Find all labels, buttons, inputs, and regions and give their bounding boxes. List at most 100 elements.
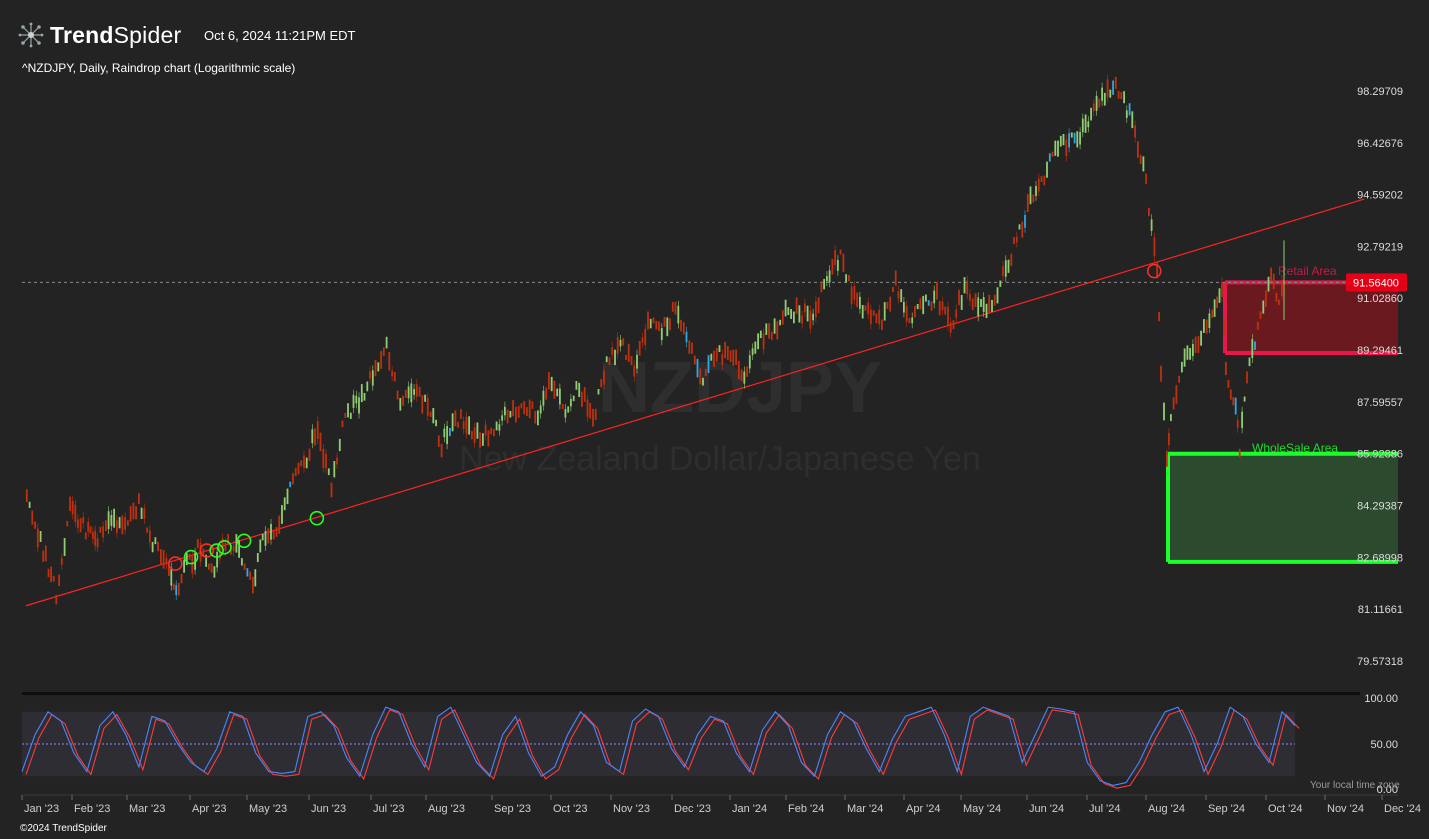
price-bar xyxy=(793,311,795,324)
time-tick-label: Jun '24 xyxy=(1029,803,1064,815)
price-bar xyxy=(704,369,707,377)
price-bar xyxy=(99,526,102,533)
price-bar xyxy=(360,384,363,403)
price-bar xyxy=(985,303,988,318)
price-bar xyxy=(680,319,682,332)
price-bar xyxy=(330,482,333,498)
price-bar xyxy=(671,302,674,312)
signal-marker xyxy=(209,543,224,558)
price-bar xyxy=(567,406,570,413)
price-bar xyxy=(1123,91,1125,104)
price-bar xyxy=(798,305,801,323)
price-bar xyxy=(1275,292,1278,302)
time-axis[interactable]: Jan '23 Feb '23 Mar '23 Apr '23 May '23 Jun '… xyxy=(21,794,1421,815)
price-bar xyxy=(140,507,143,519)
price-bar xyxy=(696,358,699,378)
price-bar xyxy=(914,306,916,318)
price-bar xyxy=(157,541,159,552)
last-price-label: 91.56400 xyxy=(1353,277,1399,289)
price-bar xyxy=(58,574,60,586)
price-bar xyxy=(1248,357,1251,367)
price-bar xyxy=(1128,103,1131,116)
time-tick-label: May '23 xyxy=(249,803,287,815)
price-bar xyxy=(1018,224,1021,230)
price-bar xyxy=(630,355,633,366)
price-bar xyxy=(1076,131,1079,148)
price-bar xyxy=(1238,448,1241,458)
price-tick-label: 85.92886 xyxy=(1357,449,1403,461)
price-bar xyxy=(922,295,925,315)
price-bar xyxy=(674,301,677,315)
price-bar xyxy=(305,457,308,469)
price-bar xyxy=(765,323,768,335)
price-bar xyxy=(319,432,322,452)
price-bar xyxy=(286,488,289,505)
price-bar xyxy=(699,368,702,385)
price-bar xyxy=(724,341,726,359)
price-bar xyxy=(454,410,457,427)
price-bar xyxy=(34,521,36,529)
price-bar xyxy=(729,350,732,363)
price-bar xyxy=(718,345,721,352)
price-bar xyxy=(605,356,608,363)
price-bar xyxy=(449,428,451,437)
oscillator-signal-line xyxy=(25,709,1300,789)
panel-separator xyxy=(22,692,1360,695)
price-bar xyxy=(1189,348,1191,360)
price-bar xyxy=(589,403,592,419)
price-bar xyxy=(300,460,303,467)
price-bar xyxy=(883,302,886,321)
price-bar xyxy=(1062,134,1065,146)
price-bar xyxy=(960,295,963,310)
oscillator-tick-label: 100.00 xyxy=(1364,693,1398,705)
price-bar xyxy=(1051,151,1054,157)
price-bar xyxy=(622,338,625,346)
time-tick-label: Dec '23 xyxy=(674,803,711,815)
price-tick-label: 81.11661 xyxy=(1358,604,1403,616)
price-bar xyxy=(451,413,454,432)
price-bar xyxy=(737,360,740,380)
signal-marker xyxy=(183,549,199,565)
price-bar xyxy=(1156,262,1158,279)
time-tick-label: May '24 xyxy=(963,803,1001,815)
price-bar xyxy=(1163,402,1165,421)
price-bar xyxy=(776,321,779,340)
zone-0 xyxy=(1225,282,1398,353)
price-bar xyxy=(118,517,121,529)
price-bar xyxy=(42,550,45,562)
price-bar xyxy=(682,322,685,335)
price-bar xyxy=(235,534,238,553)
zone-1 xyxy=(1168,453,1398,562)
price-bar xyxy=(1137,141,1139,158)
price-bar xyxy=(160,549,162,564)
price-bar xyxy=(1057,140,1059,157)
price-bar xyxy=(1040,176,1043,183)
price-bar xyxy=(1090,107,1092,121)
price-bar xyxy=(757,333,759,350)
signal-marker xyxy=(236,533,252,549)
price-bar xyxy=(138,493,140,504)
price-bar xyxy=(988,294,991,314)
price-bar xyxy=(534,411,537,424)
price-bar xyxy=(1278,299,1280,306)
price-bar xyxy=(1254,341,1256,350)
price-bar xyxy=(241,558,243,566)
price-axis[interactable]: 98.29709 96.42676 94.59202 92.79219 91.02860… xyxy=(1346,86,1407,668)
price-bar xyxy=(1172,397,1175,410)
price-bar xyxy=(980,299,982,307)
price-bar xyxy=(925,294,927,302)
signal-marker xyxy=(199,543,215,558)
price-bar xyxy=(1139,154,1142,164)
price-bar xyxy=(388,352,391,371)
price-bar xyxy=(471,430,473,440)
price-bar xyxy=(154,537,157,545)
time-tick-label: Sep '23 xyxy=(494,803,531,815)
price-bar xyxy=(575,381,578,390)
price-tick-label: 79.57318 xyxy=(1357,656,1403,668)
price-bar xyxy=(1194,336,1197,353)
price-bar xyxy=(202,548,205,557)
price-bar xyxy=(1043,175,1046,186)
time-tick-label: Jan '23 xyxy=(24,803,59,815)
price-bar xyxy=(892,286,894,293)
